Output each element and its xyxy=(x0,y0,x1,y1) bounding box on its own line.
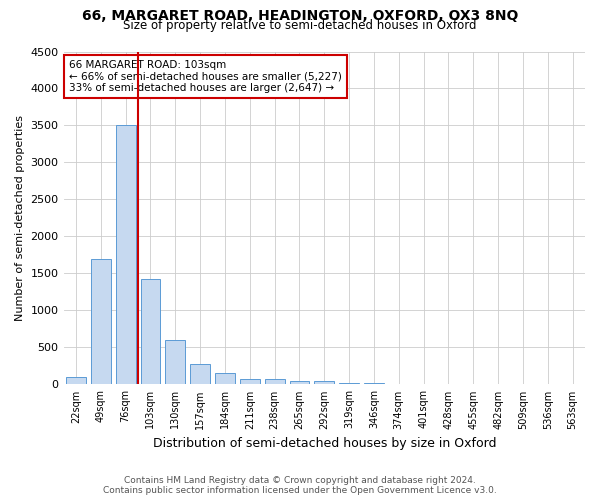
Bar xyxy=(66,377,86,384)
Text: Size of property relative to semi-detached houses in Oxford: Size of property relative to semi-detach… xyxy=(123,19,477,32)
Text: 66, MARGARET ROAD, HEADINGTON, OXFORD, OX3 8NQ: 66, MARGARET ROAD, HEADINGTON, OXFORD, O… xyxy=(82,9,518,23)
Bar xyxy=(166,340,185,384)
Bar xyxy=(240,378,260,384)
Bar xyxy=(116,126,136,384)
Bar xyxy=(339,383,359,384)
Y-axis label: Number of semi-detached properties: Number of semi-detached properties xyxy=(15,115,25,321)
Bar xyxy=(190,364,210,384)
Bar xyxy=(290,380,310,384)
Text: 66 MARGARET ROAD: 103sqm
← 66% of semi-detached houses are smaller (5,227)
33% o: 66 MARGARET ROAD: 103sqm ← 66% of semi-d… xyxy=(69,60,341,93)
Bar xyxy=(91,258,111,384)
Bar xyxy=(265,380,284,384)
X-axis label: Distribution of semi-detached houses by size in Oxford: Distribution of semi-detached houses by … xyxy=(152,437,496,450)
Bar xyxy=(140,280,160,384)
Bar xyxy=(215,374,235,384)
Bar xyxy=(314,382,334,384)
Text: Contains HM Land Registry data © Crown copyright and database right 2024.
Contai: Contains HM Land Registry data © Crown c… xyxy=(103,476,497,495)
